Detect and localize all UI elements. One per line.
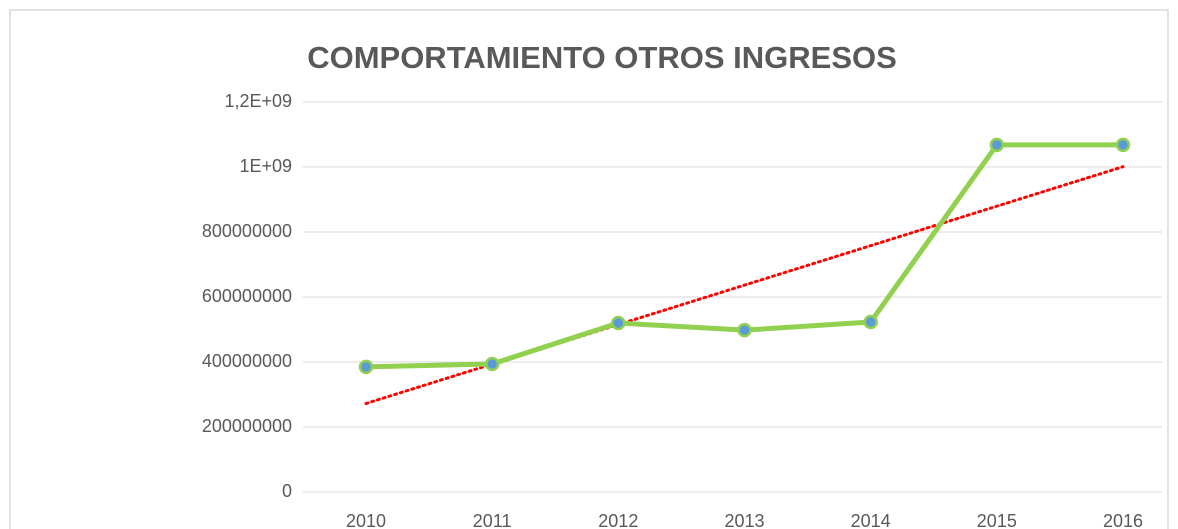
data-point [737, 322, 752, 338]
y-tick-label: 1E+09 [239, 156, 292, 176]
y-tick-label: 0 [282, 481, 292, 501]
data-point [484, 356, 500, 372]
x-tick-label: 2016 [1103, 511, 1143, 529]
data-point [863, 314, 878, 330]
data-point [1115, 137, 1131, 153]
chart-frame [9, 9, 1169, 529]
x-tick-label: 2010 [346, 511, 386, 529]
x-tick-label: 2014 [851, 511, 891, 529]
data-point [358, 359, 374, 375]
y-tick-label: 600000000 [202, 286, 292, 306]
x-tick-label: 2013 [724, 511, 764, 529]
y-tick-label: 800000000 [202, 221, 292, 241]
x-tick-label: 2012 [598, 511, 638, 529]
x-tick-label: 2011 [473, 511, 512, 529]
y-tick-label: 400000000 [202, 351, 292, 371]
chart-title: COMPORTAMIENTO OTROS INGRESOS [307, 40, 897, 75]
y-tick-label: 1,2E+09 [224, 91, 292, 111]
data-point [989, 137, 1005, 153]
x-tick-label: 2015 [977, 511, 1017, 529]
y-tick-label: 200000000 [202, 416, 292, 436]
data-point [611, 315, 626, 331]
